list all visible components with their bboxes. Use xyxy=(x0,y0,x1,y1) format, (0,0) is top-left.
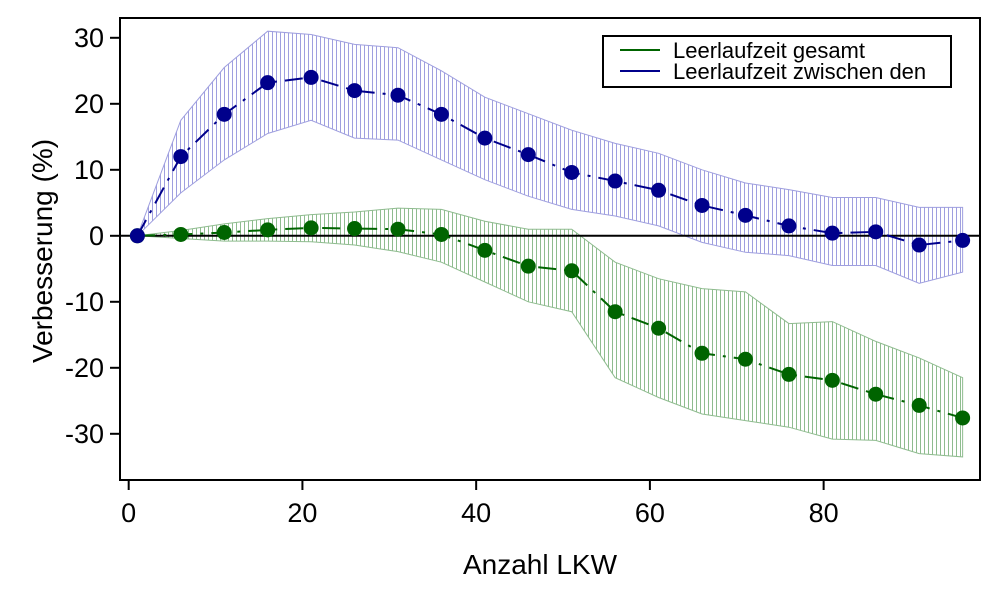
point-leerlaufzeit-gesamt-11 xyxy=(216,225,232,240)
point-leerlaufzeit-gesamt-96 xyxy=(955,410,971,426)
point-leerlaufzeit-gesamt-56 xyxy=(607,304,623,320)
x-axis: 0 20 40 60 80 xyxy=(121,480,839,528)
point-leerlaufzeit-gesamt-21 xyxy=(303,220,319,236)
point-leerlaufzeit-gesamt-36 xyxy=(433,226,449,242)
point-leerlaufzeit-zwischen-den-71 xyxy=(737,207,753,223)
y-axis: 30 20 10 0 -10 -20 -30 xyxy=(65,23,120,449)
y-tick-label-20: 20 xyxy=(74,89,104,119)
point-leerlaufzeit-zwischen-den-1 xyxy=(129,228,145,244)
point-leerlaufzeit-zwischen-den-91 xyxy=(911,237,927,253)
point-leerlaufzeit-gesamt-26 xyxy=(347,221,363,237)
y-tick-label--20: -20 xyxy=(65,353,104,383)
point-leerlaufzeit-zwischen-den-16 xyxy=(260,75,276,91)
point-leerlaufzeit-zwischen-den-41 xyxy=(477,130,493,146)
point-leerlaufzeit-zwischen-den-6 xyxy=(173,149,189,165)
point-leerlaufzeit-zwischen-den-31 xyxy=(390,87,406,103)
confidence-bands xyxy=(136,30,964,458)
y-tick-label-10: 10 xyxy=(74,155,104,185)
x-tick-label-80: 80 xyxy=(809,498,839,528)
y-tick-label-0: 0 xyxy=(89,221,104,251)
series-markers xyxy=(129,69,971,426)
point-leerlaufzeit-gesamt-66 xyxy=(694,345,710,361)
y-axis-title: Verbesserung (%) xyxy=(27,139,58,363)
point-leerlaufzeit-gesamt-76 xyxy=(781,366,797,382)
point-leerlaufzeit-gesamt-31 xyxy=(390,221,406,237)
point-leerlaufzeit-zwischen-den-81 xyxy=(824,225,840,241)
point-leerlaufzeit-zwischen-den-66 xyxy=(694,197,710,213)
x-tick-label-60: 60 xyxy=(635,498,665,528)
x-tick-label-0: 0 xyxy=(121,498,136,528)
legend-label-leerlaufzeit-zwischen: Leerlaufzeit zwischen den xyxy=(673,59,926,84)
point-leerlaufzeit-zwischen-den-46 xyxy=(520,147,536,163)
point-leerlaufzeit-gesamt-61 xyxy=(651,320,667,336)
point-leerlaufzeit-gesamt-6 xyxy=(173,226,189,242)
legend: Leerlaufzeit gesamt Leerlaufzeit zwische… xyxy=(602,35,952,88)
point-leerlaufzeit-zwischen-den-61 xyxy=(651,182,667,198)
point-leerlaufzeit-zwischen-den-56 xyxy=(607,173,623,189)
point-leerlaufzeit-zwischen-den-26 xyxy=(347,83,363,99)
point-leerlaufzeit-gesamt-41 xyxy=(477,242,493,258)
x-tick-label-20: 20 xyxy=(287,498,317,528)
point-leerlaufzeit-zwischen-den-21 xyxy=(303,69,319,85)
y-tick-label-30: 30 xyxy=(74,23,104,53)
point-leerlaufzeit-zwischen-den-76 xyxy=(781,218,797,234)
legend-label-leerlaufzeit-gesamt: Leerlaufzeit gesamt xyxy=(673,38,865,63)
point-leerlaufzeit-gesamt-51 xyxy=(564,263,580,279)
point-leerlaufzeit-gesamt-16 xyxy=(260,222,276,238)
point-leerlaufzeit-gesamt-46 xyxy=(520,258,536,274)
legend-box xyxy=(602,35,952,88)
point-leerlaufzeit-gesamt-71 xyxy=(737,351,753,367)
plot-frame xyxy=(119,17,981,481)
y-tick-label--10: -10 xyxy=(65,287,104,317)
point-leerlaufzeit-zwischen-den-96 xyxy=(955,232,971,248)
point-leerlaufzeit-zwischen-den-86 xyxy=(868,224,884,240)
point-leerlaufzeit-gesamt-86 xyxy=(868,386,884,402)
point-leerlaufzeit-gesamt-81 xyxy=(824,372,840,388)
y-tick-label--30: -30 xyxy=(65,419,104,449)
x-axis-title: Anzahl LKW xyxy=(463,549,618,580)
point-leerlaufzeit-zwischen-den-51 xyxy=(564,164,580,180)
point-leerlaufzeit-gesamt-91 xyxy=(911,397,927,413)
x-tick-label-40: 40 xyxy=(461,498,491,528)
point-leerlaufzeit-zwischen-den-11 xyxy=(216,106,232,122)
point-leerlaufzeit-zwischen-den-36 xyxy=(433,106,449,122)
